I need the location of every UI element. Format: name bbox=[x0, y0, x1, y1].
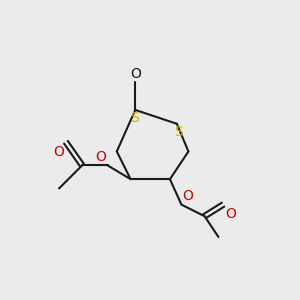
Text: O: O bbox=[225, 207, 236, 221]
Text: O: O bbox=[53, 145, 64, 159]
Text: S: S bbox=[174, 125, 182, 139]
Text: O: O bbox=[130, 67, 141, 81]
Text: O: O bbox=[95, 150, 106, 164]
Text: O: O bbox=[183, 190, 194, 203]
Text: S: S bbox=[130, 111, 139, 125]
